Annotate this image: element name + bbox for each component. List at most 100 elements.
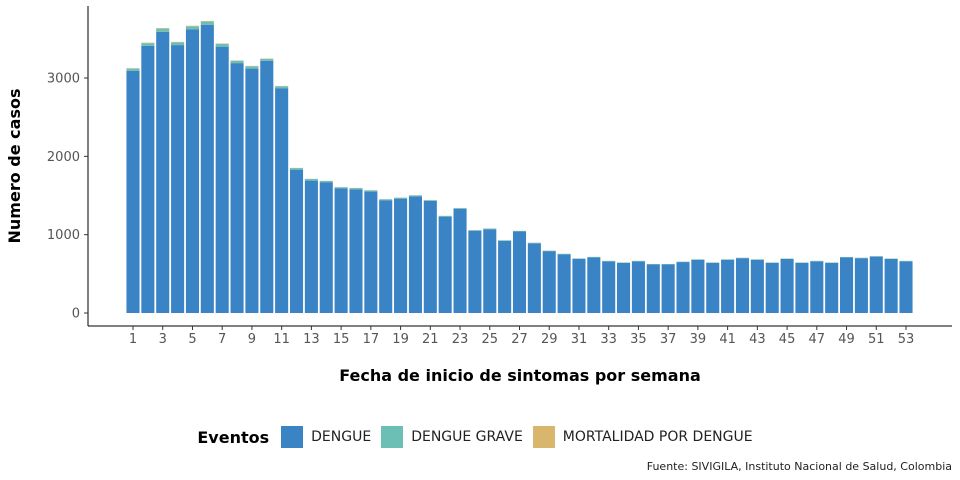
bar-dengue-week-24 xyxy=(468,230,482,313)
bar-dengue-grave-week-8 xyxy=(230,60,244,64)
legend-label-dengue: DENGUE xyxy=(311,429,372,445)
bar-dengue-grave-week-15 xyxy=(334,187,348,189)
bar-dengue-week-8 xyxy=(230,63,244,314)
legend-title: Eventos xyxy=(197,427,270,447)
bar-dengue-grave-week-1 xyxy=(126,68,140,71)
bar-dengue-week-50 xyxy=(854,258,868,313)
bar-dengue-grave-week-20 xyxy=(408,195,422,197)
x-tick-label: 1 xyxy=(129,332,137,347)
y-tick-label: 1000 xyxy=(47,228,80,243)
x-ticks: 1 3 5 7 9 11 13 15 17 19 21 23 25 27 29 31 33 35 37 39 41 43 4… xyxy=(129,326,914,347)
x-tick-label: 41 xyxy=(719,332,736,347)
bar-dengue-week-16 xyxy=(349,189,363,313)
bar-dengue-week-4 xyxy=(171,45,185,313)
x-tick-label: 7 xyxy=(218,332,226,347)
bar-mortalidad-week-6 xyxy=(200,20,214,22)
source-caption: Fuente: SIVIGILA, Instituto Nacional de … xyxy=(646,460,952,473)
bar-dengue-grave-week-4 xyxy=(171,42,185,46)
y-tick-label: 3000 xyxy=(47,72,80,87)
bar-dengue-week-46 xyxy=(795,262,809,313)
x-tick-label: 49 xyxy=(838,332,855,347)
bar-dengue-grave-week-18 xyxy=(379,199,393,201)
bar-dengue-week-40 xyxy=(706,262,720,313)
legend-label-mortalidad: MORTALIDAD POR DENGUE xyxy=(562,429,753,445)
x-tick-label: 23 xyxy=(452,332,469,347)
x-tick-label: 15 xyxy=(333,332,350,347)
bar-dengue-week-10 xyxy=(260,60,274,313)
x-tick-label: 45 xyxy=(779,332,796,347)
bar-dengue-grave-week-24 xyxy=(468,230,482,231)
bars-group xyxy=(126,20,913,314)
bar-dengue-grave-week-23 xyxy=(453,208,467,209)
bar-dengue-grave-week-5 xyxy=(185,26,199,30)
bar-dengue-week-39 xyxy=(691,259,705,313)
legend-item-mortalidad: MORTALIDAD POR DENGUE xyxy=(532,426,753,448)
bar-mortalidad-week-5 xyxy=(185,25,199,27)
bar-dengue-grave-week-27 xyxy=(512,230,527,232)
bar-dengue-grave-week-3 xyxy=(156,28,170,32)
x-tick-label: 19 xyxy=(392,332,409,347)
x-tick-label: 9 xyxy=(248,332,256,347)
bar-dengue-grave-week-19 xyxy=(394,197,408,199)
y-ticks: 0 1000 2000 3000 xyxy=(47,72,88,322)
legend-item-dengue-grave: DENGUE GRAVE xyxy=(381,426,523,448)
bar-dengue-week-15 xyxy=(334,188,348,313)
x-tick-label: 3 xyxy=(159,332,167,347)
bar-dengue-week-5 xyxy=(185,29,199,314)
x-axis-title: Fecha de inicio de sintomas por semana xyxy=(339,366,701,385)
bar-dengue-week-42 xyxy=(735,258,750,313)
x-tick-label: 21 xyxy=(422,332,439,347)
legend-label-dengue-grave: DENGUE GRAVE xyxy=(411,429,523,445)
bar-dengue-week-31 xyxy=(572,258,586,313)
bar-dengue-grave-week-10 xyxy=(260,58,274,61)
bar-dengue-week-2 xyxy=(141,45,155,313)
bar-dengue-week-19 xyxy=(394,198,408,313)
y-tick-label: 0 xyxy=(72,307,80,322)
bar-dengue-grave-week-11 xyxy=(275,86,289,89)
x-tick-label: 17 xyxy=(363,332,380,347)
x-tick-label: 43 xyxy=(749,332,766,347)
bar-dengue-week-30 xyxy=(557,254,571,313)
bar-dengue-week-44 xyxy=(765,262,779,313)
x-tick-label: 11 xyxy=(273,332,290,347)
legend: Eventos DENGUE DENGUE GRAVE MORTALIDAD P… xyxy=(0,424,960,450)
bar-dengue-grave-week-22 xyxy=(438,215,452,217)
x-tick-label: 37 xyxy=(660,332,677,347)
bar-dengue-week-20 xyxy=(408,196,422,313)
legend-swatch-dengue xyxy=(281,426,304,448)
x-tick-label: 13 xyxy=(303,332,320,347)
y-axis-title: Numero de casos xyxy=(5,89,24,244)
bar-dengue-grave-week-28 xyxy=(527,242,541,244)
bar-dengue-week-41 xyxy=(721,259,735,313)
bar-dengue-week-35 xyxy=(631,261,645,313)
bar-dengue-week-23 xyxy=(453,208,467,313)
bar-dengue-week-6 xyxy=(200,24,214,313)
bar-dengue-grave-week-16 xyxy=(349,188,363,190)
bar-dengue-week-18 xyxy=(379,200,393,313)
bar-dengue-week-3 xyxy=(156,31,170,314)
bar-dengue-week-51 xyxy=(869,256,883,313)
bar-dengue-week-37 xyxy=(661,264,675,313)
bar-dengue-week-47 xyxy=(810,261,824,313)
bar-dengue-week-34 xyxy=(617,262,631,313)
x-tick-label: 39 xyxy=(690,332,707,347)
bar-dengue-grave-week-14 xyxy=(319,181,333,183)
bar-dengue-week-1 xyxy=(126,70,140,313)
x-tick-label: 53 xyxy=(898,332,915,347)
bar-dengue-week-49 xyxy=(840,257,854,313)
bar-dengue-week-21 xyxy=(423,200,437,313)
bar-dengue-week-9 xyxy=(245,68,259,313)
bar-dengue-week-17 xyxy=(364,191,378,313)
x-tick-label: 35 xyxy=(630,332,647,347)
bar-dengue-grave-week-2 xyxy=(141,43,155,46)
bar-dengue-week-11 xyxy=(275,88,289,314)
bar-dengue-week-26 xyxy=(498,240,512,313)
bar-dengue-week-14 xyxy=(319,182,333,313)
y-tick-label: 2000 xyxy=(47,150,80,165)
bar-dengue-week-38 xyxy=(676,262,690,313)
bar-dengue-grave-week-17 xyxy=(364,190,378,192)
bar-mortalidad-week-3 xyxy=(156,28,170,29)
bar-dengue-week-45 xyxy=(780,258,794,313)
bar-dengue-week-32 xyxy=(587,257,601,313)
